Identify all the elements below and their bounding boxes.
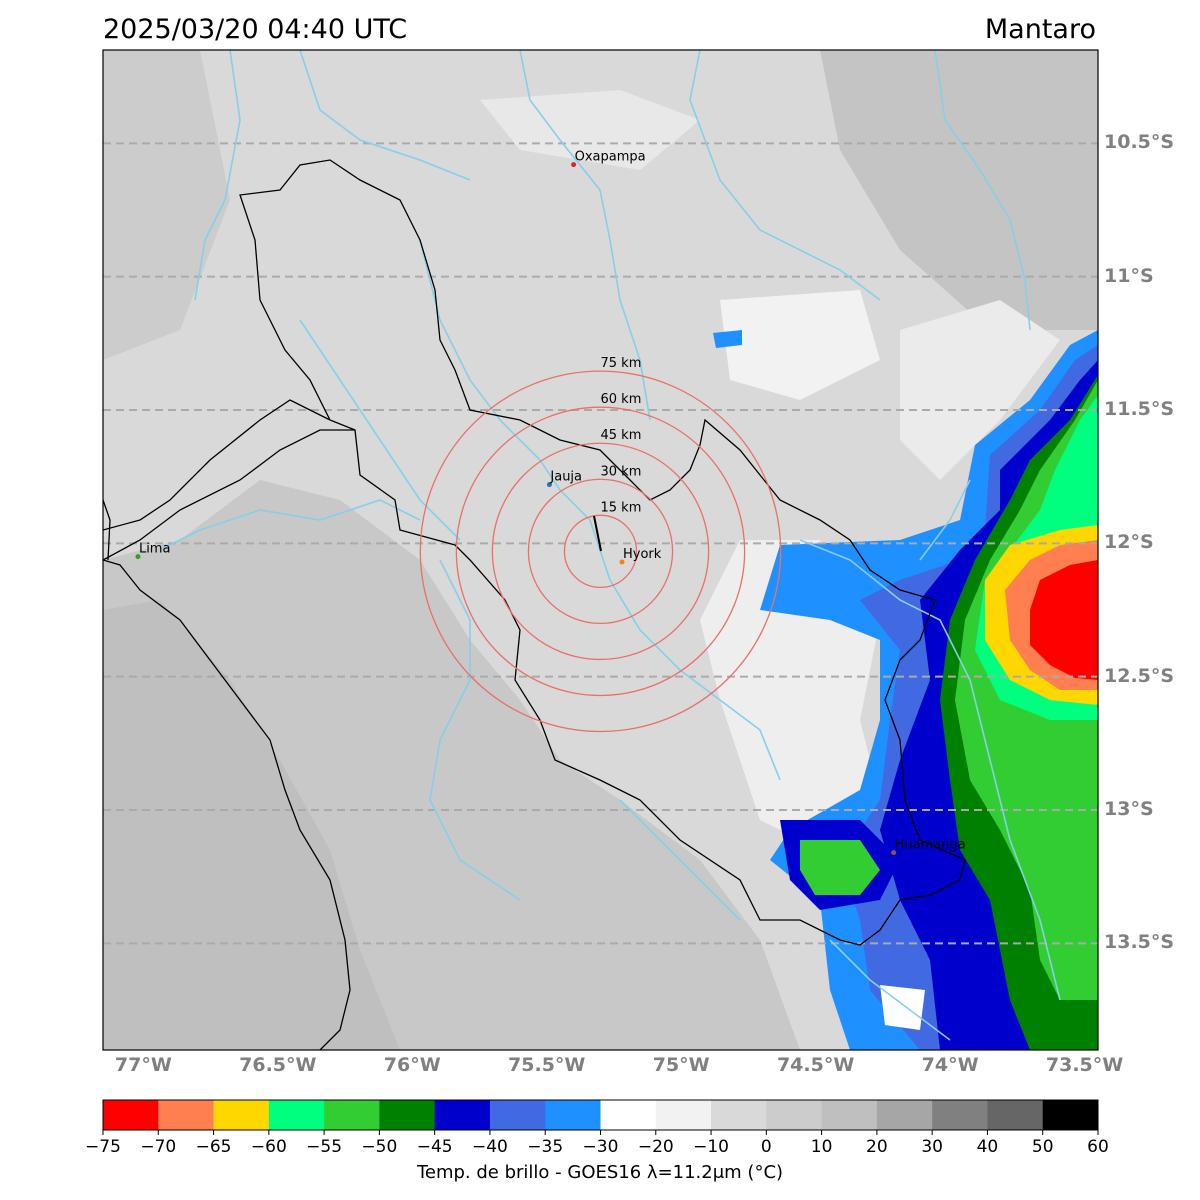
radar-ring-label: 30 km <box>601 464 642 479</box>
place-label: Huamanga <box>895 838 966 853</box>
colorbar-tick-label: 30 <box>921 1137 943 1157</box>
radar-ring-label: 75 km <box>601 356 642 371</box>
colorbar-tick-label: −10 <box>693 1137 729 1157</box>
place-markers: Oxapampa Jauja Hyork Lima Huamanga <box>135 150 966 856</box>
lon-label: 74°W <box>921 1054 979 1076</box>
colorbar-tick-label: −50 <box>361 1137 398 1157</box>
place-label: Oxapampa <box>575 150 646 165</box>
radar-ring <box>563 514 638 589</box>
place-dot <box>891 850 897 856</box>
light-cloud-area-3 <box>900 300 1060 480</box>
basin-boundary <box>103 159 966 1050</box>
colorbar-tick-label: −55 <box>306 1137 343 1157</box>
colorbar-tick-label: 0 <box>760 1137 772 1157</box>
colorbar-tick-label: −65 <box>195 1137 232 1157</box>
radar-ring-label: 15 km <box>601 500 642 515</box>
colorbar-label: Temp. de brillo - GOES16 λ=11.2μm (°C) <box>416 1162 784 1183</box>
northeast-gray-area <box>820 50 1098 330</box>
radar-ring <box>419 370 782 733</box>
cloud-cell-small-blue <box>713 330 742 348</box>
colorbar-tick-label: 10 <box>810 1137 833 1157</box>
colorbar-tick-label: 20 <box>866 1137 888 1157</box>
lat-label: 12.5°S <box>1104 664 1175 687</box>
colorbar-tick-label: 60 <box>1087 1137 1109 1157</box>
place-dot <box>619 559 625 565</box>
place-dot <box>571 162 577 168</box>
colorbar-tick-label: 50 <box>1031 1137 1054 1157</box>
lon-label: 73.5°W <box>1045 1054 1124 1076</box>
river-network <box>159 50 1061 1041</box>
lon-label: 75.5°W <box>508 1054 586 1076</box>
lon-label: 76.5°W <box>239 1054 317 1076</box>
radar-ring <box>491 442 710 661</box>
map-title-region: Mantaro <box>984 14 1096 45</box>
cloud-cell-south-green <box>800 840 880 895</box>
lon-label: 74.5°W <box>776 1054 855 1076</box>
place-dot <box>135 554 141 560</box>
lon-label: 76°W <box>383 1054 441 1076</box>
radar-ring <box>455 406 746 697</box>
colorbar-tick-label: −35 <box>527 1137 564 1157</box>
radar-range-rings: 15 km 30 km 45 km 60 km 75 km <box>419 356 782 733</box>
lon-label: 75°W <box>652 1054 710 1076</box>
map-title-datetime: 2025/03/20 04:40 UTC <box>103 14 408 45</box>
radar-ring-label: 45 km <box>601 428 642 443</box>
map-frame <box>102 49 1099 1051</box>
place-dot <box>546 482 552 488</box>
colorbar-tick-label: −60 <box>250 1137 287 1157</box>
place-label: Jauja <box>549 470 582 485</box>
radar-ring-label: 60 km <box>601 392 642 407</box>
colorbar-tick-label: −20 <box>637 1137 674 1157</box>
colorbar-tick-label: −40 <box>471 1137 508 1157</box>
radar-ring <box>527 478 674 625</box>
lat-label: 12°S <box>1104 531 1154 554</box>
lon-label: 77°W <box>114 1054 172 1076</box>
lat-label: 10.5°S <box>1104 131 1175 154</box>
place-label: Lima <box>139 542 170 557</box>
light-cloud-area-4 <box>480 90 700 170</box>
lat-label: 13°S <box>1104 798 1154 820</box>
radar-azimuth-line <box>593 515 602 552</box>
colorbar-tick-label: −30 <box>582 1137 619 1157</box>
light-cloud-area-1 <box>720 290 880 400</box>
colorbar-tick-label: 40 <box>976 1137 999 1157</box>
lat-label: 13.5°S <box>1104 931 1175 954</box>
place-label: Hyork <box>623 547 662 562</box>
coastal-lowland-area <box>103 600 400 1050</box>
colorbar-tick-label: −70 <box>140 1137 177 1157</box>
colorbar-tick-label: −75 <box>85 1137 121 1157</box>
cloud-core-red <box>1030 560 1098 680</box>
latitude-gridlines <box>103 142 1098 945</box>
colorbar-tick-label: −45 <box>416 1137 453 1157</box>
lat-label: 11.5°S <box>1104 398 1175 420</box>
lat-label: 11°S <box>1104 264 1154 287</box>
